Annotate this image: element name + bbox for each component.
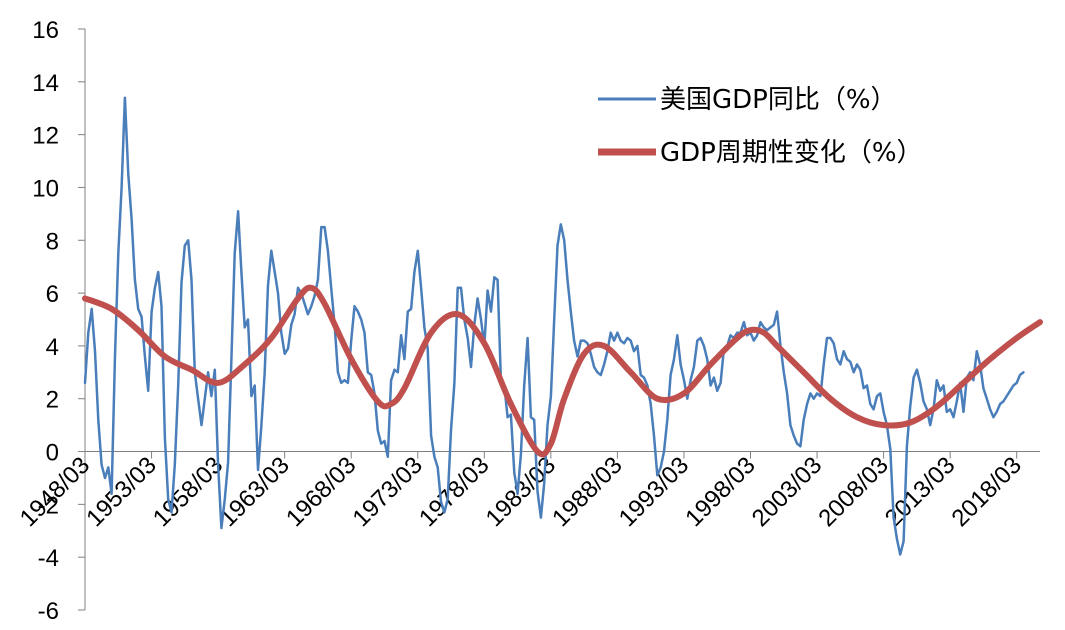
x-tick-label: 1988/03 bbox=[547, 452, 627, 532]
y-tick-label: 6 bbox=[46, 281, 59, 308]
y-tick-label: 8 bbox=[46, 228, 59, 255]
y-axis: -6 -4 -2 0 2 4 6 8 10 12 14 16 bbox=[32, 17, 86, 625]
series-lines bbox=[82, 96, 1043, 556]
x-tick-label: 1973/03 bbox=[348, 452, 428, 532]
y-tick-label: -4 bbox=[38, 545, 59, 572]
x-tick-label: 2018/03 bbox=[947, 452, 1027, 532]
y-tick-label: 2 bbox=[46, 387, 59, 414]
x-tick-label: 1998/03 bbox=[680, 452, 760, 532]
x-tick-label: 2003/03 bbox=[747, 452, 827, 532]
series-line-us-gdp-yoy bbox=[83, 96, 1025, 556]
y-tick-label: 14 bbox=[32, 70, 59, 97]
y-tick-label: 12 bbox=[32, 123, 59, 150]
x-tick-label: 2008/03 bbox=[813, 452, 893, 532]
y-tick-label: 0 bbox=[46, 440, 59, 467]
x-tick-label: 1978/03 bbox=[414, 452, 494, 532]
y-tick-label: 16 bbox=[32, 17, 59, 44]
y-tick-label: -6 bbox=[38, 598, 59, 625]
y-tick-label: -2 bbox=[38, 492, 59, 519]
x-tick-label: 1958/03 bbox=[148, 452, 228, 532]
y-tick-label: 4 bbox=[46, 334, 59, 361]
y-tick-label: 10 bbox=[32, 175, 59, 202]
x-tick-label: 1968/03 bbox=[281, 452, 361, 532]
x-tick-label: 1993/03 bbox=[614, 452, 694, 532]
series-line-gdp-cyclical bbox=[82, 284, 1043, 458]
x-tick-label: 1953/03 bbox=[81, 452, 161, 532]
legend: 美国GDP同比（%） GDP周期性变化（%） bbox=[598, 85, 923, 168]
legend-label-gdp-cyclical: GDP周期性变化（%） bbox=[660, 138, 923, 168]
legend-label-us-gdp-yoy: 美国GDP同比（%） bbox=[660, 85, 897, 115]
